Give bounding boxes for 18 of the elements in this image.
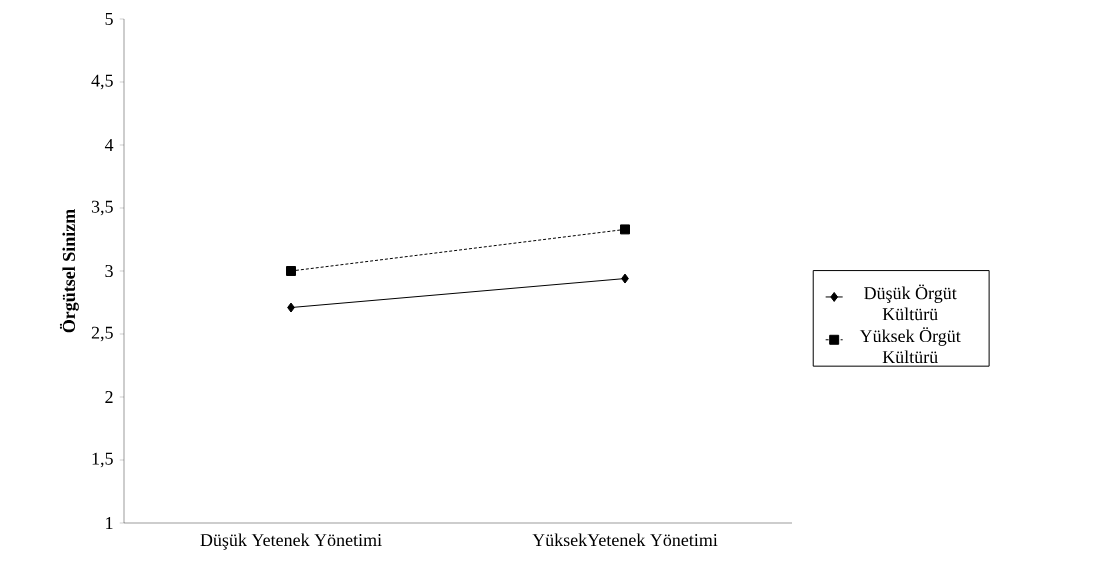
y-tick-label: 1,5 <box>92 452 113 468</box>
legend-label: Düşük Örgüt Kültürü <box>864 284 957 321</box>
point <box>621 273 629 284</box>
y-tick-label: 2 <box>105 391 113 403</box>
legend-label: Yüksek Örgüt Kültürü <box>859 327 961 364</box>
y-tick-label: 4 <box>104 139 114 151</box>
y-tick-label: 3 <box>105 264 113 278</box>
point <box>286 266 296 276</box>
y-tick-label: 5 <box>105 13 113 25</box>
x-tick-label: Düşük Yetenek Yönetimi <box>200 533 382 550</box>
y-tick-label: 1 <box>106 517 113 529</box>
y-tick-label: 2,5 <box>91 326 113 342</box>
point <box>620 224 630 235</box>
x-tick-label: YüksekYetenek Yönetimi <box>532 533 718 547</box>
y-tick-label: 3,5 <box>91 200 113 216</box>
y-tick-label: 4,5 <box>91 74 113 90</box>
point <box>287 302 295 313</box>
y-axis-title: Örgütsel Sinizm <box>59 209 79 333</box>
